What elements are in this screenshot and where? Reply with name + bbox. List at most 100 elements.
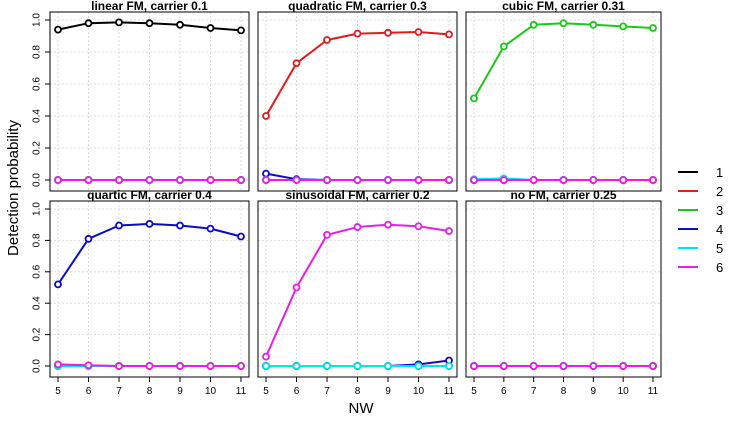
- y-tick-label: 1.0: [32, 13, 43, 27]
- data-point: [206, 176, 215, 184]
- panel: no FM, carrier 0.25 5 6 7 8 9 10 11: [465, 188, 662, 397]
- data-point: [559, 19, 568, 28]
- data-point: [529, 176, 538, 184]
- series-3: [470, 19, 657, 103]
- data-point: [619, 176, 628, 184]
- y-tick-label: 0.8: [32, 45, 43, 59]
- data-point: [414, 176, 423, 184]
- series-6: [470, 176, 657, 184]
- series-4: [54, 220, 245, 289]
- panel-frame: [257, 11, 458, 192]
- y-tick-label: 0.2: [32, 327, 43, 341]
- data-point: [470, 94, 478, 103]
- panel-title: quartic FM, carrier 0.4: [87, 188, 212, 202]
- data-point: [499, 362, 508, 370]
- x-tick-label: 7: [324, 386, 330, 397]
- legend-label: 5: [716, 241, 723, 256]
- data-point: [589, 176, 598, 184]
- y-tick-label: 0.2: [32, 141, 43, 155]
- data-point: [414, 362, 423, 370]
- y-axis-title: Detection probability: [5, 120, 22, 256]
- y-tick-label: 0.4: [32, 109, 43, 123]
- data-point: [384, 362, 392, 370]
- data-point: [353, 29, 362, 38]
- data-point: [237, 26, 245, 35]
- panel: sinusoidal FM, carrier 0.2 5 6 7 8 9 10 11: [257, 188, 458, 397]
- data-point: [54, 280, 62, 289]
- data-point: [445, 227, 453, 235]
- x-tick-label: 6: [86, 386, 92, 397]
- data-point: [115, 221, 123, 230]
- data-point: [145, 19, 154, 28]
- data-point: [353, 176, 362, 184]
- data-point: [84, 19, 93, 28]
- data-point: [445, 176, 453, 184]
- data-point: [499, 176, 508, 184]
- x-tick-label: 5: [55, 386, 61, 397]
- legend-label: 2: [716, 184, 723, 199]
- panel-title: no FM, carrier 0.25: [510, 188, 616, 202]
- data-point: [649, 362, 657, 370]
- panel-frame: [465, 11, 662, 192]
- data-point: [237, 232, 245, 241]
- series-6: [262, 220, 453, 361]
- data-point: [619, 362, 628, 370]
- data-point: [292, 59, 301, 68]
- data-point: [54, 360, 62, 369]
- data-point: [529, 20, 538, 29]
- data-point: [145, 220, 154, 228]
- data-point: [323, 36, 331, 44]
- data-point: [262, 362, 270, 370]
- data-point: [206, 24, 215, 32]
- data-point: [176, 176, 184, 184]
- data-point: [145, 176, 154, 184]
- data-point: [353, 362, 362, 370]
- x-tick-label: 7: [531, 386, 537, 397]
- x-tick-label: 8: [355, 386, 361, 397]
- series-5: [262, 362, 453, 370]
- x-tick-label: 5: [263, 386, 269, 397]
- data-point: [292, 176, 301, 184]
- series-1: [54, 18, 245, 35]
- panel-title: quadratic FM, carrier 0.3: [288, 0, 427, 13]
- data-point: [470, 362, 478, 370]
- data-point: [262, 352, 270, 361]
- x-tick-label: 9: [385, 386, 391, 397]
- data-point: [262, 169, 270, 178]
- data-point: [384, 220, 392, 229]
- panel: quadratic FM, carrier 0.3: [257, 0, 458, 192]
- x-tick-label: 6: [294, 386, 300, 397]
- legend-label: 3: [716, 203, 723, 218]
- y-tick-label: 0.4: [32, 296, 43, 310]
- y-tick-label: 0.0: [32, 359, 43, 373]
- data-point: [619, 22, 628, 31]
- x-tick-label: 9: [177, 386, 183, 397]
- data-point: [237, 176, 245, 184]
- data-point: [206, 224, 215, 233]
- y-tick-label: 0.6: [32, 77, 43, 91]
- data-point: [176, 362, 184, 370]
- data-point: [384, 28, 392, 37]
- x-tick-label: 9: [591, 386, 597, 397]
- x-tick-label: 11: [236, 386, 247, 397]
- panel: quartic FM, carrier 0.4 0.0 0.2 0.4 0.6 0.8 1.…: [32, 188, 250, 397]
- x-tick-label: 7: [116, 386, 122, 397]
- data-point: [445, 362, 453, 370]
- data-point: [145, 362, 154, 370]
- x-tick-label: 11: [444, 386, 455, 397]
- x-tick-label: 6: [501, 386, 507, 397]
- data-point: [353, 223, 362, 231]
- data-point: [292, 362, 301, 370]
- x-tick-label: 5: [471, 386, 477, 397]
- data-point: [470, 176, 478, 184]
- x-tick-label: 10: [618, 386, 630, 397]
- data-point: [323, 231, 331, 239]
- panel-title: sinusoidal FM, carrier 0.2: [285, 188, 429, 202]
- data-point: [649, 176, 657, 184]
- x-tick-label: 11: [648, 386, 659, 397]
- legend-label: 1: [716, 165, 723, 180]
- data-point: [54, 25, 62, 34]
- data-point: [649, 24, 657, 32]
- data-point: [589, 20, 598, 29]
